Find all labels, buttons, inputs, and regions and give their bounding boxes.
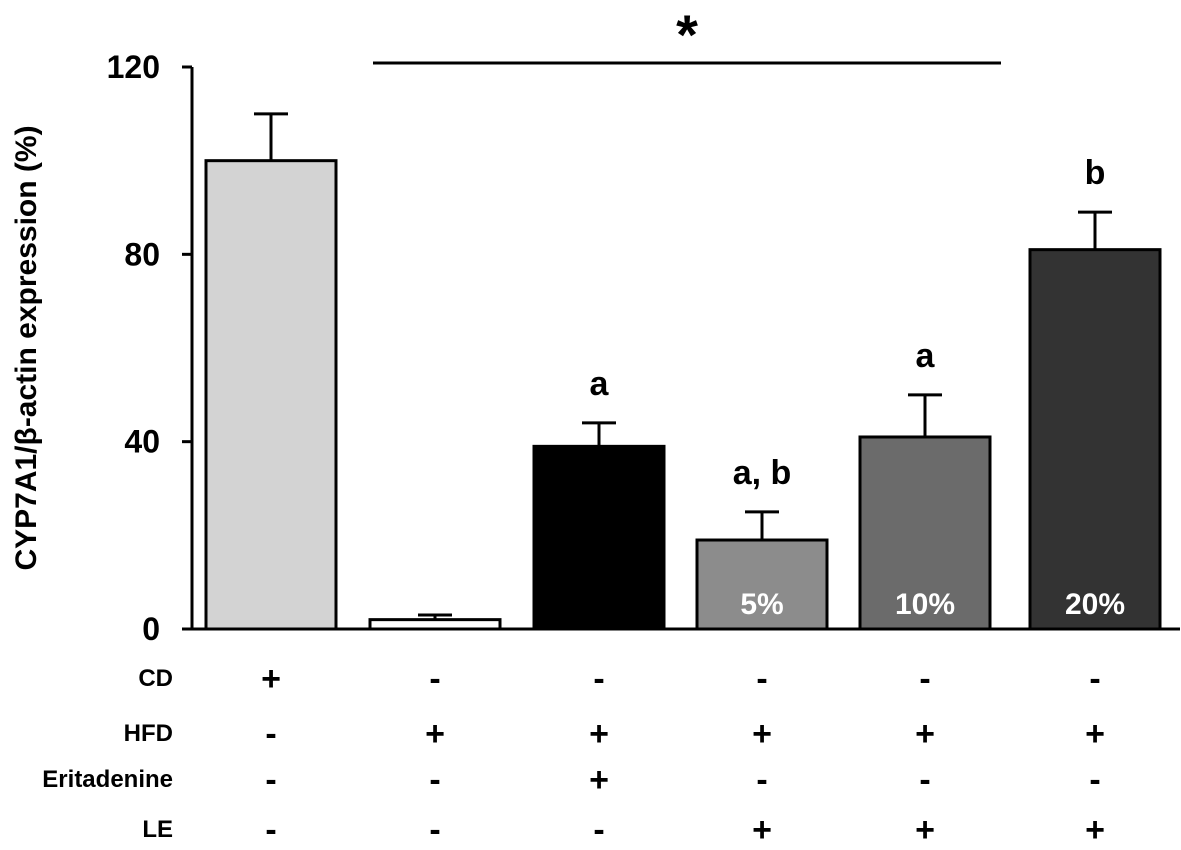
treatment-table: CD + - - - - - HFD - + + + + + Eritadenine - - + - - - LE - - - +…: [42, 660, 1105, 849]
treatment-row-label: HFD: [124, 720, 173, 747]
treatment-sign: -: [265, 761, 276, 799]
y-axis-title: CYP7A1/β-actin expression (%): [10, 125, 43, 570]
treatment-row-label: CD: [138, 665, 173, 692]
treatment-sign: -: [429, 811, 440, 849]
treatment-sign: -: [593, 811, 604, 849]
bar: [532, 444, 666, 631]
treatment-sign: +: [752, 715, 772, 753]
treatment-sign: +: [425, 715, 445, 753]
treatment-sign: -: [265, 811, 276, 849]
treatment-sign: -: [429, 660, 440, 698]
treatment-row-label: Eritadenine: [42, 766, 173, 793]
y-tick-label: 40: [124, 424, 160, 460]
significance-star: *: [676, 3, 698, 66]
treatment-sign: +: [915, 715, 935, 753]
treatment-sign: +: [589, 761, 609, 799]
treatment-sign: -: [919, 761, 930, 799]
treatment-sign: +: [1085, 811, 1105, 849]
treatment-sign: -: [429, 761, 440, 799]
axes-layer: * 0 40 80 120: [107, 3, 1180, 647]
treatment-sign: +: [261, 660, 281, 698]
significance-letter: a: [916, 337, 936, 375]
treatment-row-label: LE: [142, 816, 173, 843]
treatment-sign: +: [915, 811, 935, 849]
bar: [204, 159, 338, 631]
bar-inner-label: 20%: [1065, 588, 1125, 621]
bar: [1028, 248, 1162, 631]
bars-layer: a a, b 5% a 10% b 20%: [204, 112, 1162, 631]
treatment-sign: -: [919, 660, 930, 698]
y-tick-label: 120: [107, 49, 160, 85]
treatment-sign: -: [756, 660, 767, 698]
bar-inner-label: 5%: [740, 588, 783, 621]
y-tick-label: 0: [142, 611, 160, 647]
bar-inner-label: 10%: [895, 588, 955, 621]
bar: [858, 435, 992, 631]
treatment-sign: -: [1089, 761, 1100, 799]
bar: [695, 538, 829, 631]
treatment-sign: -: [265, 715, 276, 753]
treatment-sign: +: [1085, 715, 1105, 753]
treatment-sign: -: [593, 660, 604, 698]
treatment-sign: -: [756, 761, 767, 799]
y-tick-label: 80: [124, 236, 160, 272]
significance-letter: b: [1085, 154, 1106, 192]
treatment-sign: +: [589, 715, 609, 753]
significance-letter: a: [590, 365, 610, 403]
significance-letter: a, b: [733, 454, 792, 492]
treatment-sign: -: [1089, 660, 1100, 698]
treatment-sign: +: [752, 811, 772, 849]
